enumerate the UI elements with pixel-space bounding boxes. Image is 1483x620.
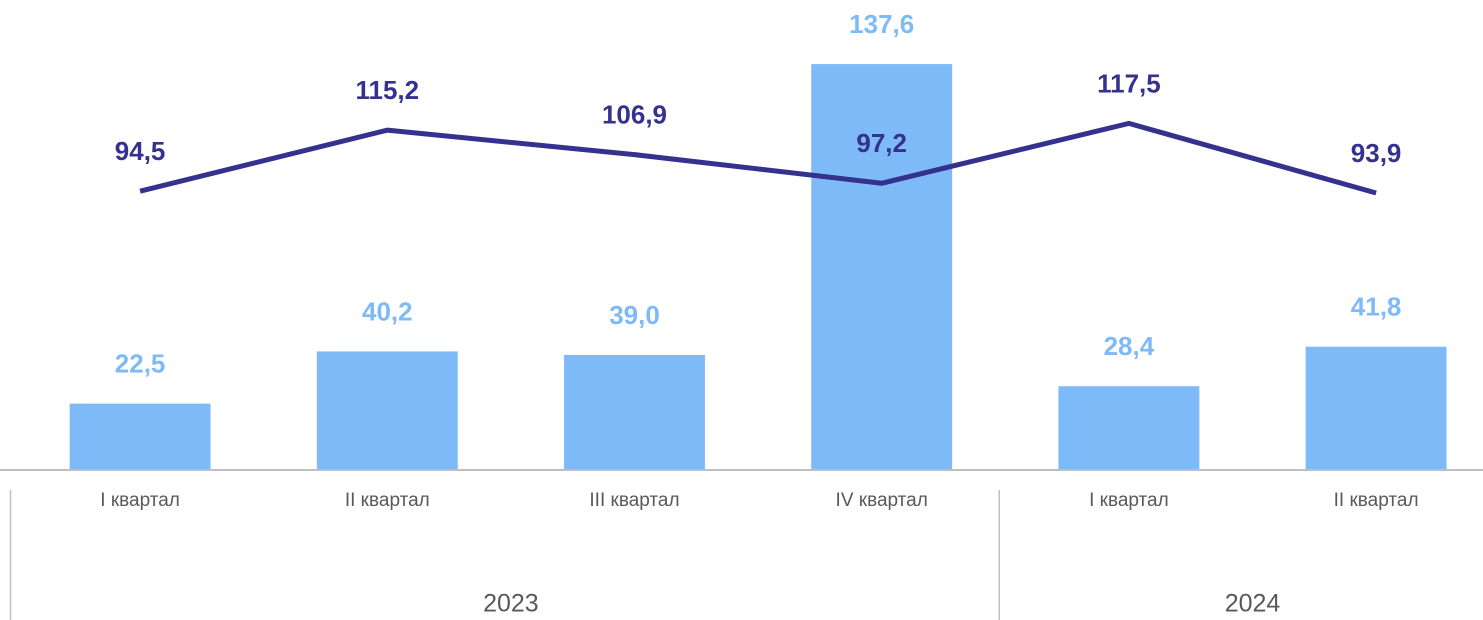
x-tick-label: IV квартал: [836, 490, 928, 511]
group-label: 2024: [1225, 590, 1281, 618]
x-tick-label: III квартал: [589, 490, 679, 511]
x-tick-label: II квартал: [1334, 490, 1419, 511]
x-tick-label: I квартал: [1089, 490, 1169, 511]
data-label: 94,5: [115, 136, 166, 166]
group-label: 2023: [483, 590, 539, 618]
data-label: 137,6: [849, 9, 914, 39]
bar: [811, 64, 953, 470]
line: [139, 120, 1377, 196]
bar: [69, 403, 211, 470]
data-label: 22,5: [115, 349, 166, 379]
bar: [564, 354, 705, 470]
bar: [316, 351, 458, 470]
data-label: 93,9: [1351, 138, 1402, 168]
x-tick-label: I квартал: [100, 490, 180, 511]
data-label: 106,9: [602, 100, 667, 130]
data-label: 115,2: [355, 75, 419, 105]
data-label: 39,0: [609, 300, 660, 330]
data-label: 41,8: [1351, 292, 1402, 322]
data-label: 40,2: [362, 296, 413, 326]
bar: [1058, 386, 1200, 470]
data-label: 117,5: [1097, 68, 1161, 98]
data-label: 28,4: [1104, 331, 1155, 361]
data-label: 97,2: [856, 128, 907, 158]
x-tick-label: II квартал: [345, 490, 430, 511]
bar: [1305, 346, 1447, 470]
